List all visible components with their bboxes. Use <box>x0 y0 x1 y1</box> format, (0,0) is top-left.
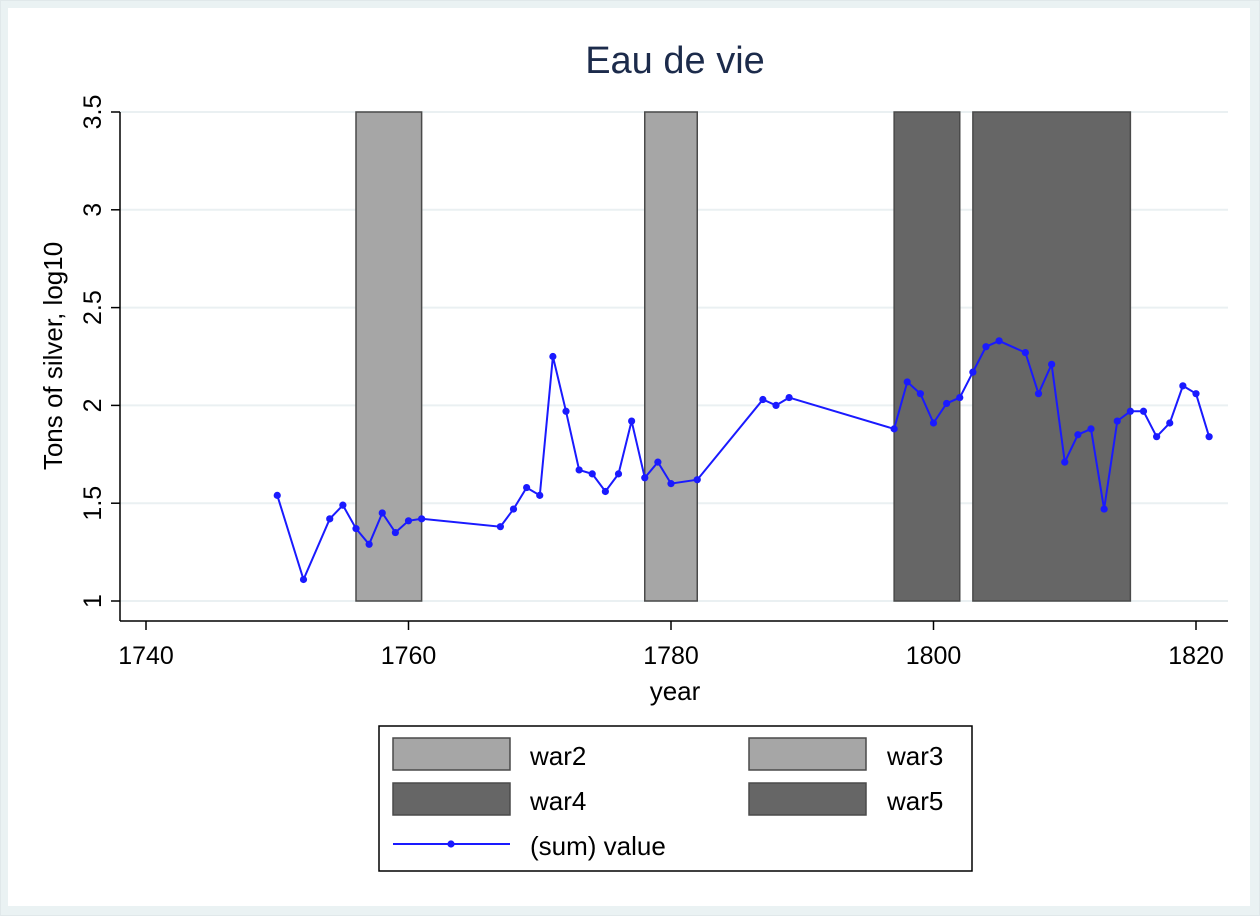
data-point-1770 <box>536 491 544 499</box>
data-point-1811 <box>1074 431 1082 439</box>
data-point-1807 <box>1021 348 1029 357</box>
data-point-1771 <box>549 352 557 361</box>
data-point-1752 <box>299 575 308 584</box>
data-point-1801 <box>943 399 951 408</box>
legend: war2 war3 war4 war5 (sum) value <box>378 725 973 872</box>
legend-label: war5 <box>886 786 943 816</box>
data-point-1804 <box>982 343 990 351</box>
y-tick-label: 1 <box>79 594 107 608</box>
data-point-1818 <box>1166 419 1174 427</box>
x-axis-title: year <box>650 676 701 706</box>
data-point-1775 <box>601 487 609 496</box>
legend-label: war4 <box>529 786 586 816</box>
data-point-1798 <box>903 378 911 386</box>
data-point-1777 <box>628 417 636 425</box>
data-point-1759 <box>391 528 399 537</box>
band-war4 <box>893 111 961 602</box>
data-point-1760 <box>404 517 413 525</box>
data-point-1787 <box>759 395 767 404</box>
band-war2 <box>355 111 423 602</box>
y-tick-label: 3.5 <box>79 95 107 130</box>
y-tick-label: 1.5 <box>79 486 107 521</box>
data-point-1810 <box>1061 458 1069 466</box>
data-point-1820 <box>1192 390 1200 398</box>
x-tick-label: 1800 <box>906 642 962 670</box>
data-point-1805 <box>995 337 1003 345</box>
data-point-1799 <box>916 390 924 398</box>
y-tick-label: 2.5 <box>79 290 107 325</box>
legend-key-war3 <box>748 737 867 771</box>
series-line-0 <box>276 339 1211 583</box>
legend-label: (sum) value <box>530 831 666 861</box>
data-point-1768 <box>509 505 518 513</box>
x-tick-label: 1760 <box>381 642 437 670</box>
legend-key-war5 <box>748 782 867 816</box>
data-point-1809 <box>1048 360 1056 368</box>
data-point-1750 <box>273 491 281 499</box>
data-point-1821 <box>1205 433 1213 441</box>
data-point-1773 <box>575 466 583 474</box>
data-point-1774 <box>588 470 596 478</box>
chart-title: Eau de vie <box>585 40 765 82</box>
data-point-1819 <box>1179 382 1187 390</box>
data-point-1803 <box>969 368 977 376</box>
series-layer <box>273 337 1213 584</box>
data-point-1814 <box>1113 417 1121 425</box>
legend-label: war3 <box>886 741 943 771</box>
data-point-1779 <box>654 458 662 466</box>
data-point-1758 <box>378 509 386 517</box>
legend-key-marker <box>447 840 455 848</box>
data-point-1816 <box>1139 407 1148 415</box>
data-point-1817 <box>1153 433 1161 441</box>
data-point-1776 <box>614 470 623 478</box>
data-point-1808 <box>1034 390 1043 398</box>
data-point-1780 <box>667 480 675 488</box>
data-point-1754 <box>326 515 334 523</box>
data-point-1767 <box>496 523 504 531</box>
data-point-1755 <box>339 501 347 509</box>
data-point-1782 <box>693 476 701 484</box>
data-point-1761 <box>418 515 426 523</box>
x-tick-label: 1820 <box>1168 642 1224 670</box>
data-point-1800 <box>929 419 938 427</box>
data-point-1769 <box>523 483 531 492</box>
data-point-1789 <box>785 393 793 402</box>
data-point-1756 <box>352 525 360 533</box>
data-point-1788 <box>772 401 780 409</box>
band-war5 <box>972 111 1132 602</box>
war-bands <box>355 111 1132 602</box>
data-point-1812 <box>1087 425 1095 433</box>
y-tick-label: 3 <box>79 203 107 217</box>
x-tick-label: 1780 <box>643 642 699 670</box>
x-tick-label: 1740 <box>118 642 174 670</box>
data-point-1772 <box>562 407 570 415</box>
y-tick-label: 2 <box>79 398 107 412</box>
data-point-1757 <box>365 540 373 548</box>
data-point-1797 <box>890 425 898 433</box>
band-war3 <box>644 111 698 602</box>
legend-label: war2 <box>529 741 586 771</box>
y-axis-title: Tons of silver, log10 <box>38 242 68 470</box>
axes: 1 1.5 2 2.5 3 3.5 1740 1760 1780 1800 1820 <box>79 95 1228 670</box>
data-point-1813 <box>1100 505 1108 513</box>
legend-key-war2 <box>392 737 511 771</box>
data-point-1815 <box>1126 407 1134 415</box>
data-point-1802 <box>956 393 964 402</box>
legend-key-war4 <box>392 782 511 816</box>
data-point-1778 <box>641 474 649 482</box>
